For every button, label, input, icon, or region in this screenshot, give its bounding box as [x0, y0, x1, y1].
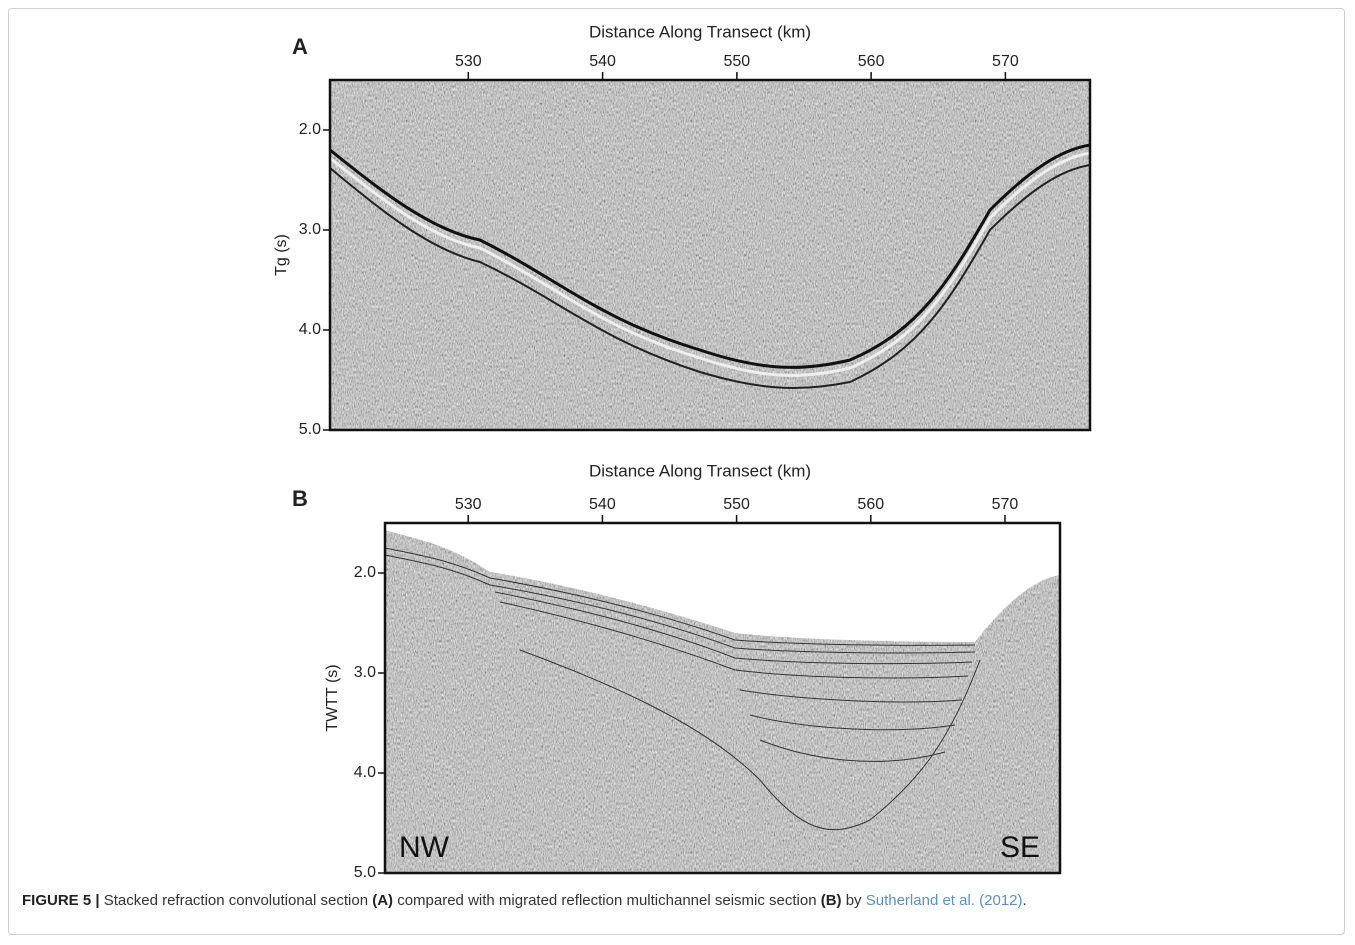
caption-ref: (B): [820, 892, 842, 909]
panel-label: B: [292, 486, 308, 511]
caption-text: compared with migrated reflection multic…: [393, 892, 821, 909]
x-tick-label: 550: [724, 53, 751, 70]
x-tick-label: 560: [858, 53, 885, 70]
panel-label: A: [292, 34, 308, 59]
seismic-image-b: [385, 523, 1060, 873]
x-tick-label: 540: [589, 53, 616, 70]
annotation: NW: [399, 831, 450, 864]
y-tick-label: 2.0: [299, 121, 321, 138]
y-tick-label: 5.0: [299, 421, 321, 438]
seismic-image-a: [330, 80, 1090, 430]
x-axis-title: Distance Along Transect (km): [589, 461, 811, 480]
caption-ref: (A): [372, 892, 394, 909]
caption-text: Stacked refraction convolutional section: [99, 892, 373, 909]
figure-caption: FIGURE 5 | Stacked refraction convolutio…: [22, 892, 1027, 909]
x-axis-title: Distance Along Transect (km): [589, 22, 811, 41]
x-tick-label: 540: [589, 496, 616, 513]
y-tick-label: 3.0: [299, 221, 321, 238]
x-tick-label: 550: [723, 496, 750, 513]
x-tick-label: 560: [857, 496, 884, 513]
y-tick-label: 2.0: [354, 564, 376, 581]
annotation: SE: [1000, 831, 1040, 864]
caption-text: .: [1022, 892, 1027, 909]
panel-frame-b: [383, 521, 1062, 875]
y-tick-label: 4.0: [299, 321, 321, 338]
caption-text: by: [841, 892, 866, 909]
x-tick-label: 570: [992, 53, 1019, 70]
y-tick-label: 4.0: [354, 764, 376, 781]
figure-border: [8, 8, 1345, 935]
y-axis-title: Tg (s): [273, 234, 290, 276]
y-axis-title: TWTT (s): [324, 664, 341, 731]
y-tick-label: 3.0: [354, 664, 376, 681]
x-tick-label: 570: [992, 496, 1019, 513]
x-tick-label: 530: [455, 496, 482, 513]
x-tick-label: 530: [455, 53, 482, 70]
panel-frame-a: [328, 78, 1092, 432]
caption-citation[interactable]: Sutherland et al. (2012): [865, 892, 1023, 909]
y-tick-label: 5.0: [354, 864, 376, 881]
caption-figure: FIGURE 5 |: [22, 892, 100, 909]
